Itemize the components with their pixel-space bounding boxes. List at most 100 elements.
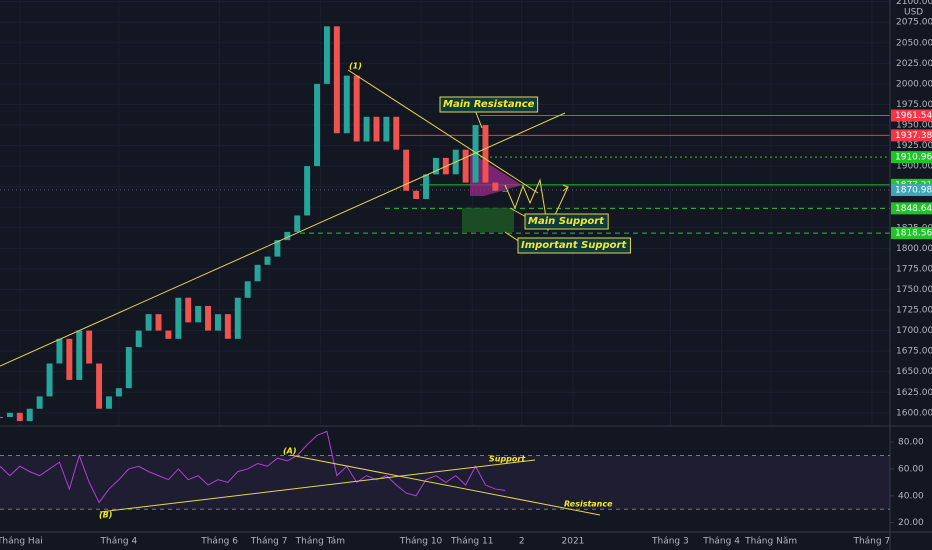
candle [383,116,390,142]
x-tick-label: Tháng Năm [744,537,797,547]
annotation-box [524,213,609,230]
rsi-support-line [99,459,536,513]
y-tick-label: 1925.000 [896,141,932,151]
candle [353,75,360,142]
y-tick-label: 1900.000 [896,162,932,172]
rsi-tick-label: 60.00 [898,464,924,474]
rsi-tick-label: 40.00 [898,491,924,501]
candle [323,26,330,84]
candle [403,149,410,191]
candle [333,26,340,134]
candle [125,347,132,389]
y-tick-label: 1975.000 [896,100,932,110]
annotations: Main Resistance Main Support Important Sup… [99,62,631,520]
projection [504,178,569,232]
price-label: 1818.564 [895,229,932,239]
candle [96,363,103,409]
rsi-line [0,430,506,504]
candle [0,416,3,418]
candle [254,264,261,282]
candle [36,396,43,409]
y-tick-label: 1750.000 [896,285,932,295]
x-tick-label: Tháng 6 [200,537,238,547]
pointer [474,109,483,129]
candle [6,412,13,417]
candle [115,388,122,397]
annotation: (1) [349,62,362,71]
candle [244,281,251,298]
trend-line [347,69,539,194]
rsi-resistance-line [289,454,601,516]
price-label: 1910.969 [895,153,932,163]
price-label: 1870.987 [895,185,932,195]
grid [0,0,890,532]
price-label-box [891,129,932,142]
trend-line [0,112,566,367]
y-tick-label: 2050.000 [896,38,932,48]
price-label: 1848.640 [895,204,932,214]
candle [413,190,420,200]
annotation: (B) [99,511,112,520]
price-label-box [891,109,932,122]
y-tick-label: 2075.000 [896,18,932,28]
annotation: Main Support [528,216,605,227]
rsi-tick-label: 80.00 [898,438,924,448]
candle [363,116,370,142]
y-tick-label: 2100.000 [896,0,932,7]
candle [76,330,83,380]
candles [0,26,509,422]
annotation-box [517,237,631,254]
y-tick-label: 1700.000 [896,326,932,336]
candle [492,182,499,191]
support-zone [462,208,514,232]
x-tick-label: Tháng 4 [702,537,740,547]
x-tick-label: Tháng 7 [852,537,890,547]
candle [482,125,489,183]
x-tick-label: Tháng 11 [450,537,493,547]
x-tick-label: Tháng 4 [100,537,138,547]
candle [224,314,231,339]
annotation: Main Resistance [443,99,535,110]
x-tick-label: Tháng Hai [0,537,43,547]
price-label-box [891,227,932,240]
price-label-box [891,151,932,164]
candle [294,215,301,232]
candle [393,116,400,150]
annotation: Support [489,455,526,464]
x-tick-label: 2021 [562,537,585,547]
x-tick-label: Tháng 10 [399,537,443,547]
candle [472,125,479,183]
candle [343,75,350,134]
candle [106,396,112,409]
candle [175,297,182,339]
annotation-box [439,96,539,113]
candle [195,305,202,323]
x-tick-label: Tháng 3 [651,537,689,547]
candle [234,297,241,339]
y-tick-label: 1725.000 [896,306,932,316]
y-tick-label: 1675.000 [896,347,932,357]
currency-label: USD [904,8,923,18]
candle [26,408,33,422]
y-tick-label: 2025.000 [896,59,932,69]
candle [264,256,271,265]
candle [86,330,93,364]
x-tick-label: Tháng Tám [295,537,345,547]
candle [145,314,152,331]
candle [502,190,509,192]
candle [274,240,281,257]
y-tick-label: 2000.000 [896,79,932,89]
y-tick-label: 1600.000 [896,408,932,418]
candle [423,174,429,200]
y-tick-label: 1950.000 [896,121,932,131]
candle [432,157,439,175]
y-tick-label: 1650.000 [896,367,932,377]
y-tick-label: 1800.000 [896,244,932,254]
candle [165,330,172,339]
candle [56,338,63,364]
candle [462,149,469,183]
candle [314,83,321,167]
annotation: (A) [283,447,297,456]
